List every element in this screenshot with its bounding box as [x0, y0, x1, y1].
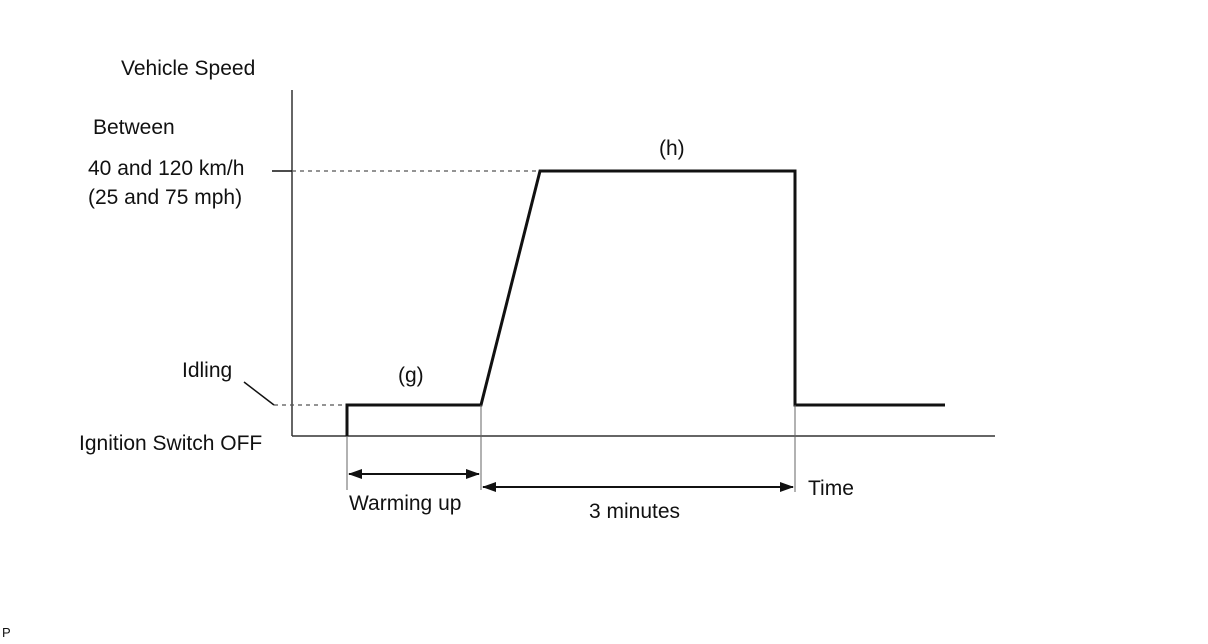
phase-h-label: (h)	[659, 137, 685, 160]
idling-leader-line	[243, 381, 275, 406]
target-speed-line2: 40 and 120 km/h	[88, 157, 244, 180]
speed-profile-line	[345, 169, 945, 436]
corner-mark: P	[2, 625, 11, 640]
three-minutes-label: 3 minutes	[589, 500, 680, 523]
x-axis-label: Time	[808, 477, 854, 500]
ignition-off-label: Ignition Switch OFF	[79, 432, 262, 455]
y-axis-label: Vehicle Speed	[121, 57, 255, 80]
warming-up-label: Warming up	[349, 492, 461, 515]
idling-label: Idling	[182, 359, 232, 382]
target-speed-line3: (25 and 75 mph)	[88, 186, 242, 209]
phase-g-label: (g)	[398, 364, 424, 387]
target-speed-line1: Between	[93, 116, 175, 139]
